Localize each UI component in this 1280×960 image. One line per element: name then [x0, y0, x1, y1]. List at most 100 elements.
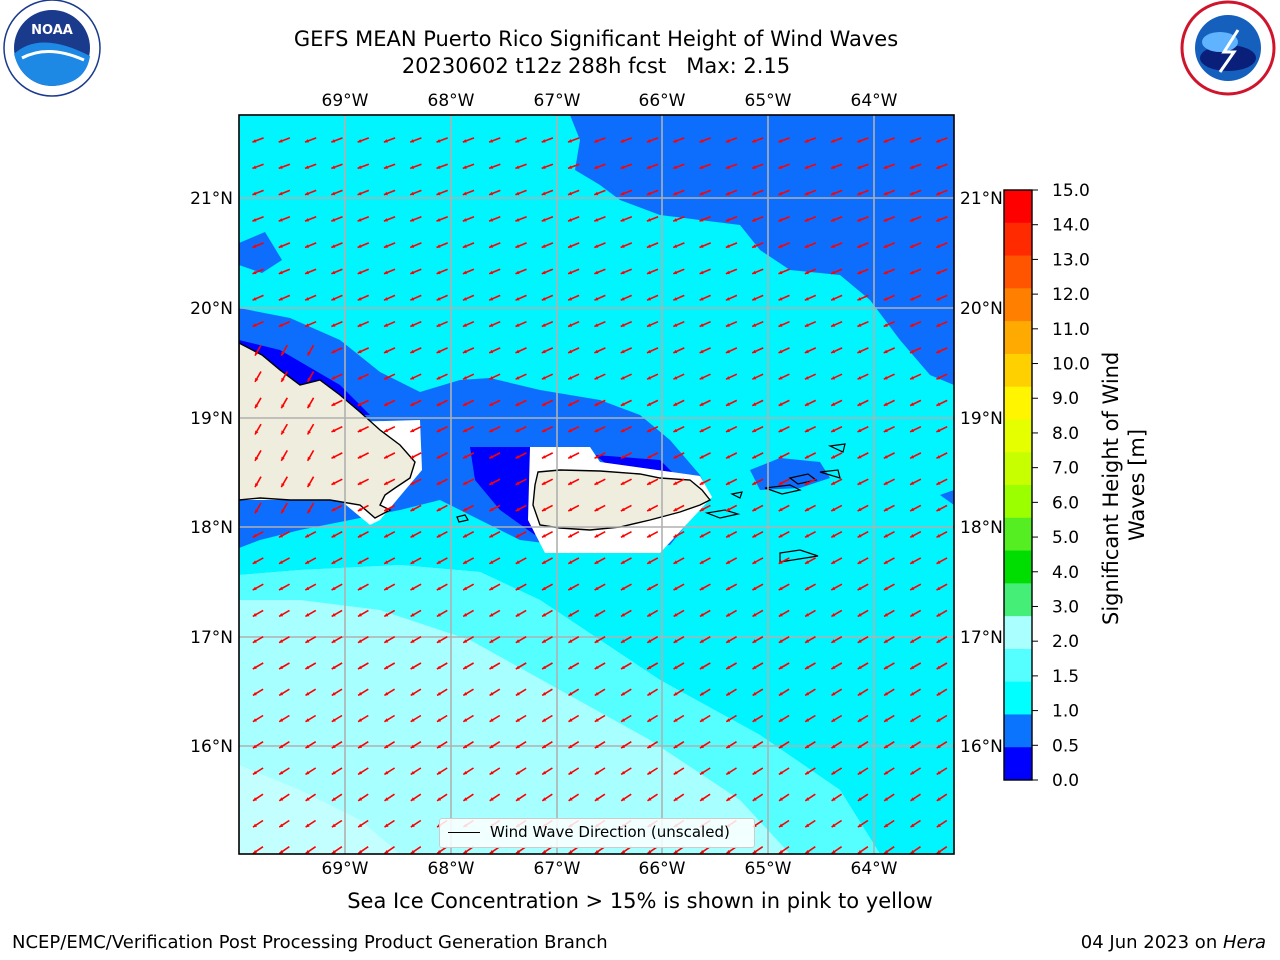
wave-arrow-head — [752, 744, 757, 749]
wave-arrow-head — [647, 402, 652, 406]
wave-arrow-head — [936, 507, 941, 511]
wave-arrow-head — [252, 692, 257, 696]
map-subtitle: 20230602 t12z 288h fcst Max: 2.15 — [401, 54, 791, 78]
wave-arrow-head — [594, 797, 599, 801]
wave-arrow-head — [831, 850, 836, 854]
wave-arrow-head — [857, 718, 862, 722]
wave-arrow-head — [646, 218, 651, 222]
wave-arrow-head — [463, 613, 468, 617]
wave-arrow-head — [857, 349, 862, 354]
wave-arrow-head — [568, 718, 573, 722]
wave-arrow-head — [726, 639, 731, 643]
wave-arrow-head — [700, 718, 704, 722]
wave-arrow-head — [410, 639, 415, 643]
wave-arrow-head — [305, 771, 310, 775]
wave-arrow-head — [778, 665, 783, 669]
wave-arrow-head — [515, 481, 520, 485]
wave-arrow-head — [278, 244, 283, 248]
footer-branch: NCEP/EMC/Verification Post Processing Pr… — [12, 932, 608, 953]
wave-arrow-head — [463, 771, 468, 775]
wave-arrow-head — [279, 639, 284, 643]
wave-arrow-head — [831, 560, 836, 564]
wave-arrow-head — [831, 455, 836, 459]
wave-arrow-head — [831, 586, 836, 590]
wave-arrow-head — [647, 850, 652, 854]
wave-arrow-head — [515, 560, 520, 564]
wave-arrow-head — [726, 507, 731, 511]
wave-arrow-head — [857, 191, 862, 196]
contour-blue-ne — [570, 115, 954, 385]
wave-arrow-head — [278, 323, 283, 327]
wave-arrow-head — [804, 297, 809, 301]
wave-arrow-head — [331, 270, 336, 275]
wave-arrow-head — [883, 297, 888, 301]
colorbar-segment — [1004, 353, 1032, 388]
wave-arrow-head — [725, 218, 730, 222]
wave-arrow-head — [594, 560, 599, 564]
wave-arrow-head — [541, 349, 546, 354]
wave-arrow-head — [725, 244, 730, 248]
wave-arrow-head — [462, 297, 467, 301]
wave-arrow-head — [831, 823, 836, 828]
wave-arrow-head — [252, 586, 257, 590]
wave-arrow-head — [384, 560, 389, 564]
wave-arrow-head — [436, 270, 441, 275]
wave-arrow-head — [884, 613, 888, 617]
wave-arrow-head — [515, 191, 520, 196]
wave-arrow-head — [778, 639, 783, 643]
wave-arrow-head — [331, 507, 336, 511]
wave-arrow-head — [252, 639, 257, 643]
wave-arrow-head — [489, 428, 494, 432]
wave-arrow-head — [436, 297, 441, 301]
wave-arrow-head — [594, 402, 599, 406]
wave-arrow-head — [857, 692, 862, 696]
wave-arrow-head — [699, 639, 704, 643]
wave-arrow-head — [489, 560, 494, 564]
wave-arrow-head — [646, 191, 651, 196]
wave-arrow-head — [515, 323, 520, 327]
wave-arrow-head — [805, 692, 810, 696]
wave-arrow-head — [620, 481, 625, 485]
wave-arrow-head — [541, 402, 546, 406]
colorbar-tick-label: 1.5 — [1052, 667, 1079, 687]
wave-arrow-head — [673, 244, 678, 248]
wave-arrow-head — [857, 323, 862, 327]
wave-arrow-head — [436, 560, 441, 564]
wave-arrow-head — [436, 586, 441, 590]
colorbar-tick-label: 10.0 — [1052, 355, 1090, 375]
wave-arrow-head — [489, 376, 494, 380]
wave-arrow-head — [699, 507, 704, 511]
wave-arrow-head — [805, 613, 810, 617]
wave-arrow-head — [252, 744, 257, 749]
wave-arrow-head — [857, 297, 862, 301]
wave-arrow-head — [910, 534, 915, 538]
wave-arrow-head — [515, 244, 520, 248]
wave-arrow-head — [331, 165, 336, 169]
wave-arrow-head — [857, 665, 862, 669]
wave-arrow-head — [437, 850, 442, 854]
wave-arrow-head — [568, 297, 573, 301]
wave-arrow-head — [910, 692, 915, 696]
wave-arrow-head — [436, 428, 441, 432]
graticule — [239, 115, 954, 854]
lon-label: 69°W — [322, 859, 369, 879]
wave-arrow-head — [384, 323, 388, 327]
wave-arrow-head — [594, 665, 599, 669]
wave-arrow-head — [384, 428, 389, 432]
wave-arrow-head — [568, 244, 572, 248]
wave-arrow-head — [594, 744, 599, 749]
wave-arrow-head — [436, 323, 441, 327]
wave-arrow-head — [673, 639, 678, 643]
colorbar-segment — [1004, 681, 1032, 715]
wave-arrow-head — [436, 613, 441, 617]
wave-arrow-head — [857, 218, 862, 222]
wave-arrow-head — [778, 402, 783, 406]
land-puerto-rico — [532, 469, 712, 531]
wave-arrow-head — [278, 218, 283, 222]
wave-arrow-head — [594, 639, 599, 643]
wave-arrow-head — [752, 718, 757, 722]
wave-arrow-head — [883, 218, 888, 222]
legend-label: Wind Wave Direction (unscaled) — [490, 823, 730, 841]
wave-arrow-head — [699, 297, 704, 301]
colorbar-segment — [1004, 190, 1032, 224]
